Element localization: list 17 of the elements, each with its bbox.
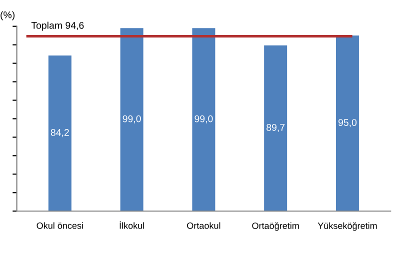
data-label: 99,0: [194, 115, 213, 124]
data-label: 84,2: [50, 129, 69, 138]
x-tick-label: Okul öncesi: [36, 222, 83, 229]
bar: [120, 28, 144, 212]
bar: [264, 45, 288, 212]
data-label: 99,0: [122, 115, 141, 124]
data-label: 89,7: [266, 124, 285, 132]
bar: [48, 56, 72, 212]
x-tick-label: Ortaöğretim: [252, 222, 299, 231]
bar: [336, 36, 359, 212]
x-tick-label: Ortaokul: [187, 222, 220, 229]
ref-line-label: Toplam 94,6: [31, 22, 84, 31]
y-axis-title: (%): [0, 11, 15, 20]
x-tick-label: İlkokul: [120, 220, 144, 229]
bar: [192, 28, 216, 212]
data-label: 95,0: [338, 119, 357, 128]
x-tick-label: Yükseköğretim: [318, 222, 377, 231]
